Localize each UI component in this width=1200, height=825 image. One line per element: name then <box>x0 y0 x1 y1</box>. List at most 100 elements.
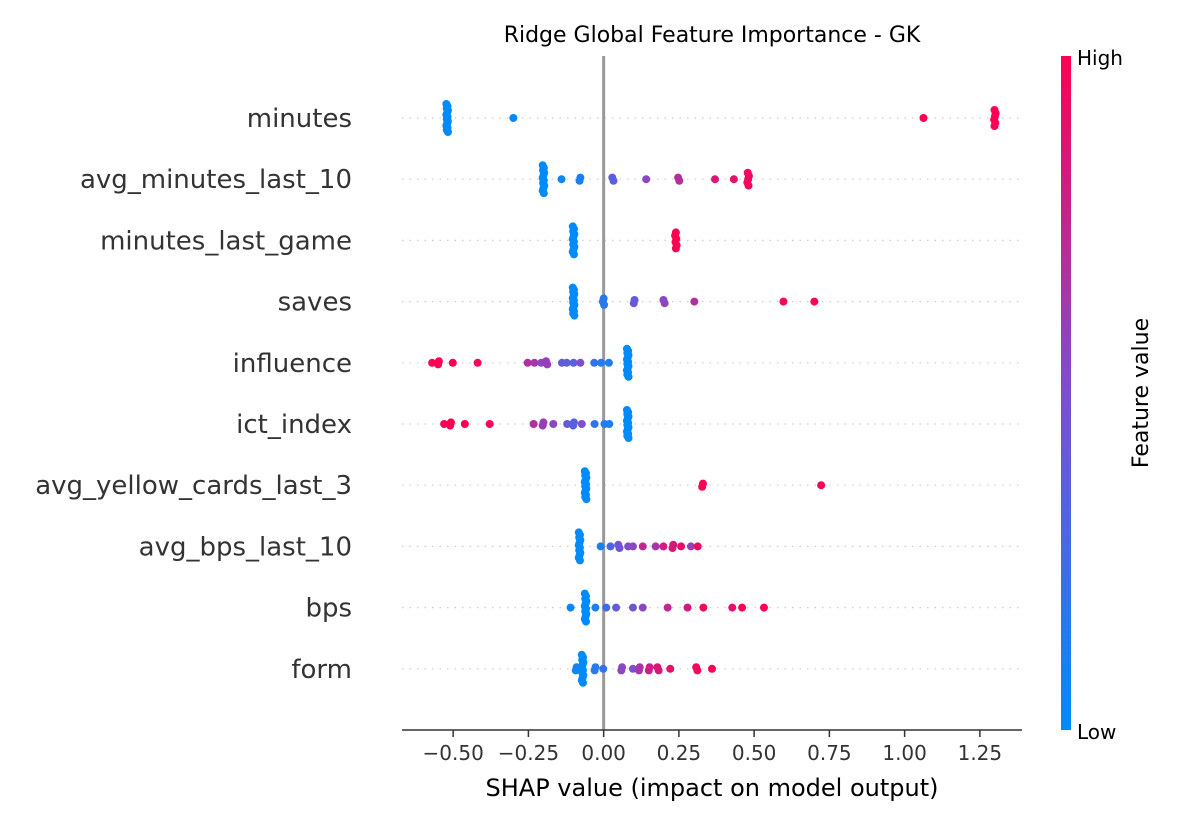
feature-label: form <box>291 655 352 685</box>
shap-point <box>563 420 572 428</box>
shap-point <box>638 603 647 612</box>
shap-point <box>698 482 707 491</box>
x-tick-label: 0.25 <box>657 741 702 765</box>
shap-point <box>729 175 738 184</box>
shap-point <box>624 434 633 442</box>
shap-point <box>686 542 695 551</box>
shap-point <box>990 122 999 130</box>
shap-point <box>590 666 599 675</box>
shap-point <box>575 556 584 565</box>
shap-point <box>605 420 614 428</box>
colorbar: High Low Feature value <box>1061 46 1154 744</box>
shap-point <box>596 542 605 551</box>
shap-point <box>693 666 702 675</box>
shap-point <box>683 603 692 612</box>
shap-point <box>602 603 611 612</box>
colorbar-gradient <box>1061 56 1071 730</box>
shap-point <box>644 666 653 675</box>
shap-point <box>446 421 455 430</box>
feature-label: minutes <box>247 104 352 134</box>
shap-point <box>628 603 637 612</box>
feature-label: avg_yellow_cards_last_3 <box>35 471 352 501</box>
shap-point <box>810 297 819 306</box>
data-points <box>428 100 1000 687</box>
shap-point <box>590 358 599 367</box>
shap-point <box>576 358 585 367</box>
shap-point <box>562 358 571 367</box>
shap-point <box>581 617 590 626</box>
shap-point <box>557 175 566 184</box>
chart-title: Ridge Global Feature Importance - GK <box>504 23 921 48</box>
shap-point <box>699 603 708 612</box>
shap-point <box>711 175 720 184</box>
x-tick-label: −0.50 <box>423 741 484 765</box>
shap-point <box>529 420 538 428</box>
shap-point <box>599 664 608 673</box>
shap-point <box>663 603 672 612</box>
shap-point <box>538 421 547 430</box>
x-tick-label: 0.00 <box>581 741 626 765</box>
shap-point <box>578 678 587 687</box>
shap-point <box>434 360 443 369</box>
shap-point <box>654 666 663 675</box>
shap-point <box>708 664 716 673</box>
shap-point <box>759 603 768 612</box>
shap-point <box>539 189 548 198</box>
shap-point <box>693 542 702 551</box>
shap-point <box>543 360 552 369</box>
shap-point <box>659 542 668 551</box>
shap-point <box>577 420 586 428</box>
shap-point <box>569 250 578 259</box>
feature-label: ict_index <box>236 410 352 440</box>
shap-point <box>677 542 686 551</box>
shap-point <box>428 358 437 367</box>
feature-label: avg_bps_last_10 <box>139 532 352 562</box>
shap-point <box>634 666 643 675</box>
colorbar-title: Feature value <box>1129 318 1154 468</box>
shap-point <box>569 421 578 430</box>
shap-point <box>569 358 578 367</box>
shap-point <box>738 603 747 612</box>
shap-point <box>473 358 482 367</box>
colorbar-low-label: Low <box>1077 720 1116 744</box>
shap-point <box>642 175 651 184</box>
shap-point <box>604 358 613 367</box>
shap-point <box>628 664 637 673</box>
shap-point <box>660 299 669 308</box>
shap-point <box>590 420 599 428</box>
x-axis: −0.50 −0.25 0.00 0.25 0.50 0.75 1.00 1.25 <box>402 729 1022 765</box>
shap-point <box>668 544 677 552</box>
feature-label: bps <box>305 594 352 624</box>
shap-point <box>779 297 788 306</box>
shap-point <box>638 542 647 551</box>
shap-point <box>609 176 618 185</box>
x-tick-label: 0.75 <box>807 741 852 765</box>
shap-point <box>549 420 558 428</box>
x-tick-label: 1.00 <box>882 741 927 765</box>
shap-point <box>575 176 584 185</box>
shap-point <box>485 420 494 428</box>
feature-label: influence <box>233 349 352 379</box>
shap-point <box>666 664 675 673</box>
shap-point <box>571 666 580 675</box>
shap-point <box>509 114 518 122</box>
shap-point <box>606 542 615 551</box>
shap-point <box>460 420 469 428</box>
shap-point <box>617 666 626 675</box>
x-tick-label: −0.25 <box>498 741 559 765</box>
shap-point <box>919 114 928 122</box>
feature-label: minutes_last_game <box>100 226 352 256</box>
shap-point <box>597 358 606 367</box>
shap-point <box>624 372 633 381</box>
feature-rows: minutes avg_minutes_last_10 minutes_last_g… <box>35 104 1022 685</box>
shap-point <box>582 495 591 504</box>
x-axis-label: SHAP value (impact on model output) <box>486 774 939 802</box>
shap-point <box>651 542 660 551</box>
shap-point <box>690 297 699 306</box>
shap-point <box>744 181 753 190</box>
feature-label: avg_minutes_last_10 <box>80 165 352 195</box>
shap-point <box>566 603 575 612</box>
shap-point <box>600 300 609 309</box>
shap-point <box>675 176 684 185</box>
